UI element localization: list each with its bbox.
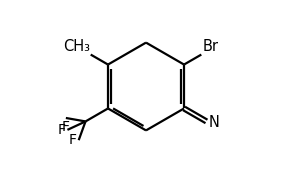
Text: CH₃: CH₃ [63, 39, 90, 54]
Text: Br: Br [202, 39, 218, 54]
Text: N: N [209, 115, 220, 131]
Text: F: F [62, 120, 70, 134]
Text: F: F [69, 133, 77, 147]
Text: F: F [58, 123, 66, 137]
